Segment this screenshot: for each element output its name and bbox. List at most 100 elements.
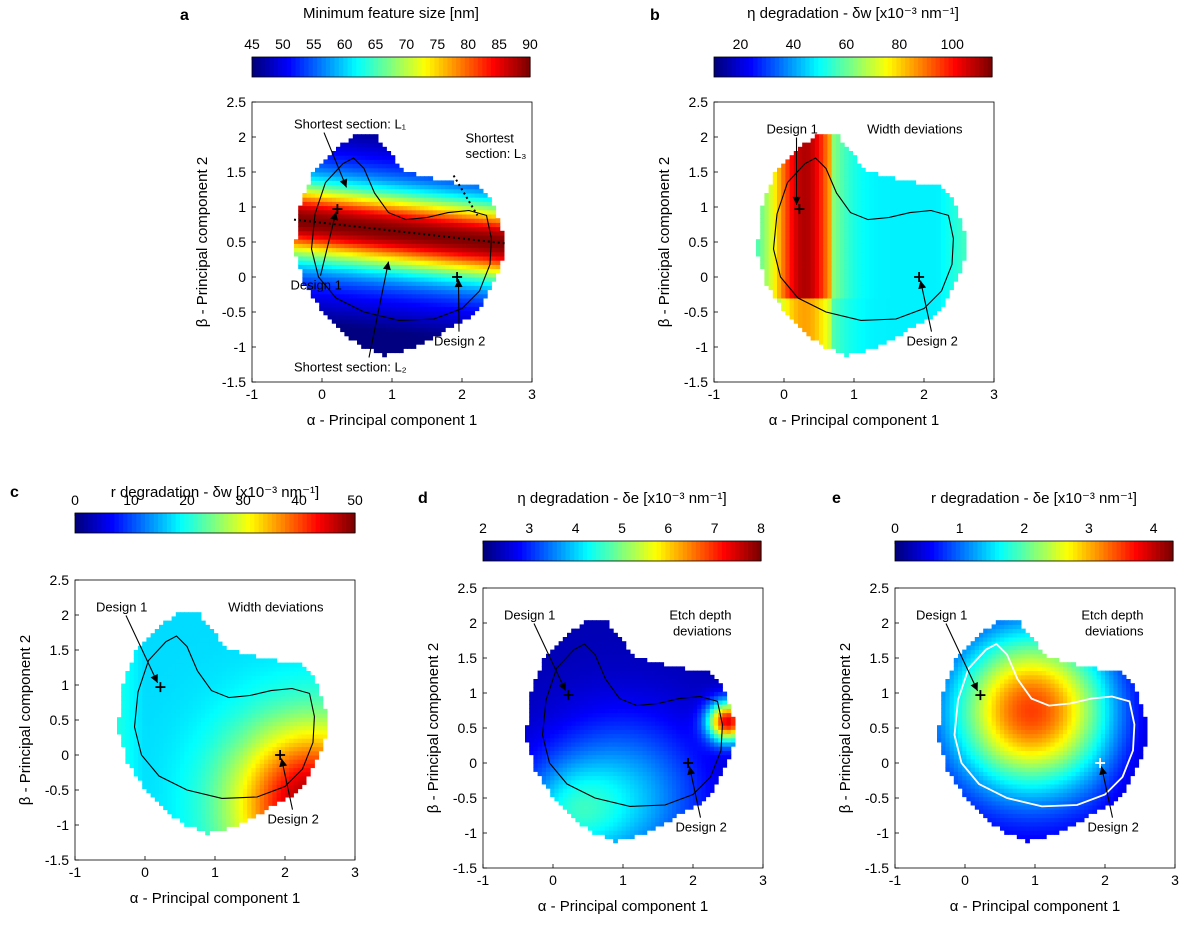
heatmap-cell: [415, 289, 421, 295]
heatmap-cell: [310, 247, 316, 253]
heatmap-cell: [340, 293, 345, 299]
heatmap-cell: [928, 214, 933, 219]
heatmap-cell: [483, 243, 488, 249]
colorbar-frame: [74, 512, 356, 534]
heatmap-cell: [424, 323, 429, 328]
heatmap-cell: [163, 620, 168, 626]
heatmap-cell: [424, 310, 429, 316]
heatmap-cell: [386, 256, 392, 261]
heatmap-cell: [373, 222, 379, 228]
heatmap-cell: [777, 184, 782, 190]
heatmap-cell: [840, 167, 845, 173]
heatmap-cell: [399, 331, 404, 337]
heatmap-cell: [125, 742, 131, 748]
heatmap-cell: [399, 302, 404, 307]
heatmap-cell: [201, 805, 206, 811]
colorbar-swatch: [987, 57, 993, 77]
heatmap-cell: [201, 629, 206, 634]
heatmap-cell: [424, 327, 429, 333]
heatmap-cell: [491, 251, 497, 257]
heatmap-cell: [911, 230, 917, 236]
heatmap-cell: [495, 235, 501, 240]
heatmap-cell: [180, 616, 185, 622]
heatmap-cell: [445, 323, 450, 328]
heatmap-cell: [882, 293, 887, 299]
heatmap-cell: [180, 771, 185, 777]
heatmap-cell: [457, 319, 463, 324]
heatmap-cell: [184, 717, 189, 722]
heatmap-cell: [378, 335, 383, 341]
heatmap-cell: [315, 281, 320, 286]
heatmap-cell: [848, 298, 854, 303]
heatmap-cell: [378, 331, 383, 337]
heatmap-cell: [205, 671, 210, 676]
heatmap-cell: [159, 624, 164, 630]
heatmap-cell: [462, 247, 467, 253]
heatmap-cell: [777, 285, 782, 291]
heatmap-cell: [411, 214, 417, 219]
heatmap-cell: [823, 277, 828, 282]
heatmap-cell: [777, 243, 782, 249]
heatmap-cell: [138, 729, 143, 735]
heatmap-cell: [331, 151, 337, 156]
heatmap-cell: [133, 755, 139, 760]
heatmap-cell: [466, 214, 471, 219]
colorbar-swatch: [948, 57, 954, 77]
heatmap-cell: [785, 184, 791, 190]
heatmap-cell: [201, 771, 206, 777]
heatmap-cell: [457, 277, 463, 282]
heatmap-cell: [357, 134, 362, 139]
heatmap-cell: [415, 197, 421, 202]
heatmap-cell: [772, 201, 778, 207]
heatmap-cell: [852, 201, 858, 207]
heatmap-cell: [445, 251, 450, 257]
heatmap-cell: [340, 302, 345, 307]
heatmap-cell: [352, 310, 358, 316]
heatmap-cell: [188, 763, 194, 769]
heatmap-cell: [399, 323, 404, 328]
heatmap-cell: [399, 335, 404, 341]
heatmap-cell: [163, 771, 168, 777]
heatmap-cell: [487, 243, 492, 249]
heatmap-cell: [831, 142, 837, 148]
heatmap-cell: [192, 801, 198, 806]
heatmap-cell: [348, 251, 354, 257]
heatmap-cell: [844, 209, 849, 215]
heatmap-cell: [844, 260, 849, 265]
heatmap-cell: [196, 675, 202, 680]
heatmap-cell: [365, 235, 371, 240]
heatmap-cell: [890, 235, 896, 240]
heatmap-cell: [873, 327, 879, 333]
heatmap-cell: [861, 264, 866, 270]
heatmap-cell: [470, 289, 476, 295]
heatmap-cell: [466, 239, 471, 244]
heatmap-cell: [184, 746, 189, 752]
heatmap-cell: [331, 306, 337, 312]
heatmap-cell: [201, 776, 206, 781]
colorbar-swatch: [343, 57, 349, 77]
heatmap-cell: [890, 176, 896, 181]
heatmap-cell: [188, 671, 194, 676]
heatmap-cell: [184, 780, 189, 785]
heatmap-cell: [793, 247, 799, 253]
heatmap-cell: [331, 243, 337, 249]
colorbar-swatch: [918, 57, 924, 77]
heatmap-cell: [869, 344, 875, 349]
colorbar-swatch: [276, 513, 282, 533]
heatmap-cell: [827, 306, 833, 312]
heatmap-cell: [436, 302, 442, 307]
heatmap-cell: [382, 298, 387, 303]
heatmap-cell: [903, 327, 908, 333]
heatmap-cell: [319, 184, 324, 190]
heatmap-cell: [806, 214, 812, 219]
heatmap-cell: [382, 310, 387, 316]
heatmap-cell: [781, 289, 786, 295]
heatmap-cell: [407, 272, 413, 278]
heatmap-cell: [760, 214, 765, 219]
heatmap-cell: [357, 214, 362, 219]
heatmap-cell: [382, 319, 387, 324]
heatmap-cell: [819, 151, 824, 156]
heatmap-cell: [171, 679, 177, 685]
colorbar-swatch: [809, 57, 815, 77]
heatmap-cell: [390, 218, 396, 223]
